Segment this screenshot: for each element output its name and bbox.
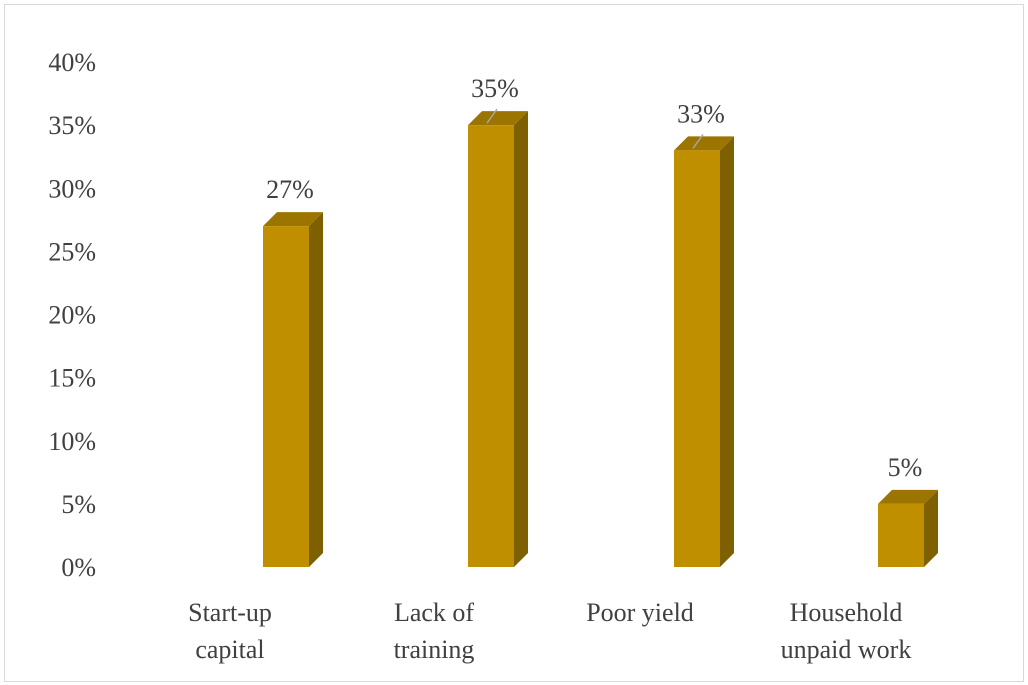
bar-front <box>468 125 514 567</box>
y-tick-label: 0% <box>61 553 96 582</box>
bar-front <box>674 150 720 567</box>
x-category-label-line: Household <box>790 598 903 627</box>
data-label-leader-line <box>486 108 498 124</box>
data-label-leader-line <box>692 133 704 149</box>
bar-top <box>674 136 734 151</box>
bar <box>674 136 734 567</box>
x-category-label: Start-up capital <box>188 598 272 664</box>
data-label: 35% <box>471 74 519 103</box>
bar <box>263 212 323 567</box>
x-category-label-line: capital <box>195 635 264 664</box>
x-category-label-line: Poor yield <box>586 598 694 627</box>
y-tick-label: 40% <box>48 48 96 77</box>
bar-top <box>468 111 528 126</box>
x-category-label: Lack of training <box>394 598 475 664</box>
x-category-label-line: Start-up <box>188 598 272 627</box>
y-tick-label: 35% <box>48 111 96 140</box>
x-category-label-line: Lack of <box>394 598 474 627</box>
bar <box>878 489 938 567</box>
bar-side <box>514 111 528 567</box>
x-category-label: Household unpaid work <box>781 598 912 664</box>
y-tick-label: 10% <box>48 427 96 456</box>
x-category-label-line: unpaid work <box>781 635 912 664</box>
bar-top <box>263 212 323 227</box>
y-axis-tick-labels: 0% 5% 10% 15% 20% 25% 30% 35% 40% <box>48 48 96 582</box>
x-category-label-line: training <box>394 635 475 664</box>
y-tick-label: 20% <box>48 301 96 330</box>
bar-front <box>263 226 309 567</box>
data-labels-group: 27% 35% 33% 5% <box>266 74 922 482</box>
x-category-label: Poor yield <box>586 598 694 627</box>
bar-side <box>720 136 734 567</box>
bar-front <box>878 503 924 567</box>
y-tick-label: 30% <box>48 174 96 203</box>
y-tick-label: 15% <box>48 364 96 393</box>
data-label: 33% <box>677 99 725 128</box>
y-tick-label: 25% <box>48 237 96 266</box>
bar-side <box>309 212 323 567</box>
y-tick-label: 5% <box>61 490 96 519</box>
bar-top <box>878 489 938 504</box>
data-label: 5% <box>888 453 923 482</box>
x-axis-category-labels: Start-up capital Lack of training Poor yield… <box>188 598 911 664</box>
bar-side <box>924 489 938 567</box>
data-label: 27% <box>266 175 314 204</box>
bars-group <box>263 111 938 567</box>
bar <box>468 111 528 567</box>
